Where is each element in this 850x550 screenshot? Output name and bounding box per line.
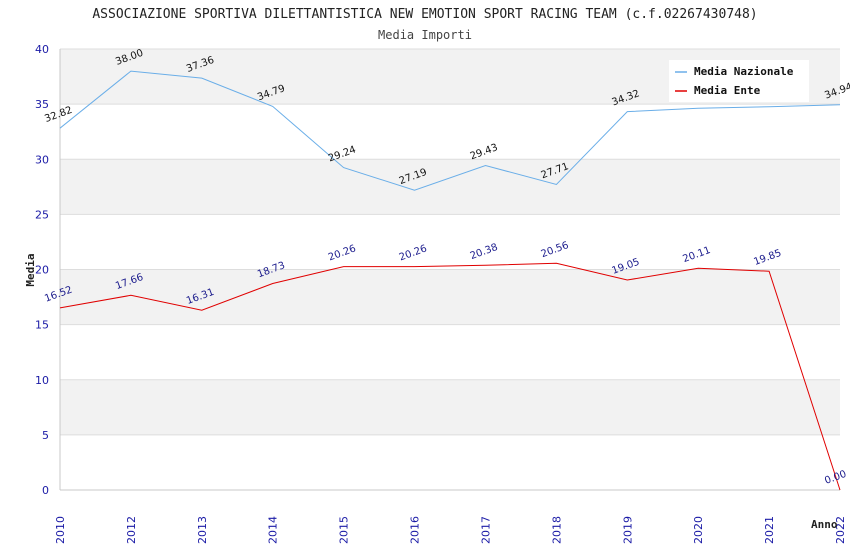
grid-bands — [60, 49, 840, 490]
x-tick-label: 2019 — [621, 516, 634, 544]
series-line-ente — [59, 262, 841, 491]
x-tick-label: 2013 — [196, 516, 209, 544]
axes — [59, 49, 840, 491]
x-tick-label: 2017 — [479, 516, 492, 544]
x-axis-label: Anno — [811, 518, 838, 531]
x-tick-label: 2012 — [125, 516, 138, 544]
grid-band — [60, 324, 840, 380]
y-tick-label: 20 — [35, 264, 49, 277]
chart-subtitle: Media Importi — [378, 28, 472, 42]
y-tick-label: 15 — [35, 319, 49, 332]
grid-band — [60, 269, 840, 325]
y-tick-label: 30 — [35, 153, 49, 166]
y-tick-label: 10 — [35, 374, 49, 387]
x-tick-label: 2021 — [763, 516, 776, 544]
x-tick-label: 2022 — [834, 516, 847, 544]
y-tick-label: 25 — [35, 208, 49, 221]
grid-band — [60, 104, 840, 160]
series-lines — [59, 70, 841, 491]
y-tick-label: 40 — [35, 43, 49, 56]
x-tick-label: 2010 — [54, 516, 67, 544]
legend-label-nazionale: Media Nazionale — [694, 65, 794, 78]
x-tick-label: 2015 — [338, 516, 351, 544]
grid-band — [60, 159, 840, 215]
x-axis-ticks: 2010 2012 2013 2014 2015 2016 2017 2018 2019 2020… — [54, 516, 847, 544]
x-tick-label: 2018 — [550, 516, 563, 544]
series-line-nazionale — [59, 70, 841, 191]
y-tick-label: 5 — [42, 429, 49, 442]
legend-box — [669, 60, 809, 102]
x-tick-label: 2016 — [409, 516, 422, 544]
legend-label-ente: Media Ente — [694, 84, 761, 97]
grid-band — [60, 214, 840, 270]
y-axis-ticks: 0 5 10 15 20 25 30 35 40 — [35, 43, 49, 497]
chart-title: ASSOCIAZIONE SPORTIVA DILETTANTISTICA NE… — [92, 7, 757, 22]
legend: Media Nazionale Media Ente — [669, 60, 809, 102]
grid-band — [60, 434, 840, 490]
y-tick-label: 0 — [42, 484, 49, 497]
x-tick-label: 2020 — [692, 516, 705, 544]
y-tick-label: 35 — [35, 98, 49, 111]
x-tick-label: 2014 — [267, 516, 280, 544]
grid-band — [60, 379, 840, 435]
y-axis-label: Media — [24, 253, 37, 286]
